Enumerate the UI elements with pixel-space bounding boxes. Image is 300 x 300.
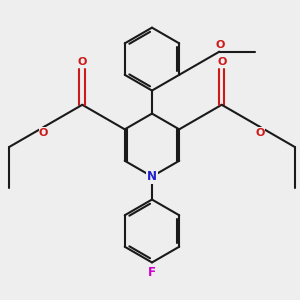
Text: O: O	[215, 40, 224, 50]
Text: O: O	[39, 128, 48, 138]
Text: O: O	[256, 128, 265, 138]
Text: O: O	[78, 57, 87, 67]
Text: N: N	[147, 170, 157, 183]
Text: F: F	[148, 266, 156, 279]
Text: O: O	[217, 57, 226, 67]
